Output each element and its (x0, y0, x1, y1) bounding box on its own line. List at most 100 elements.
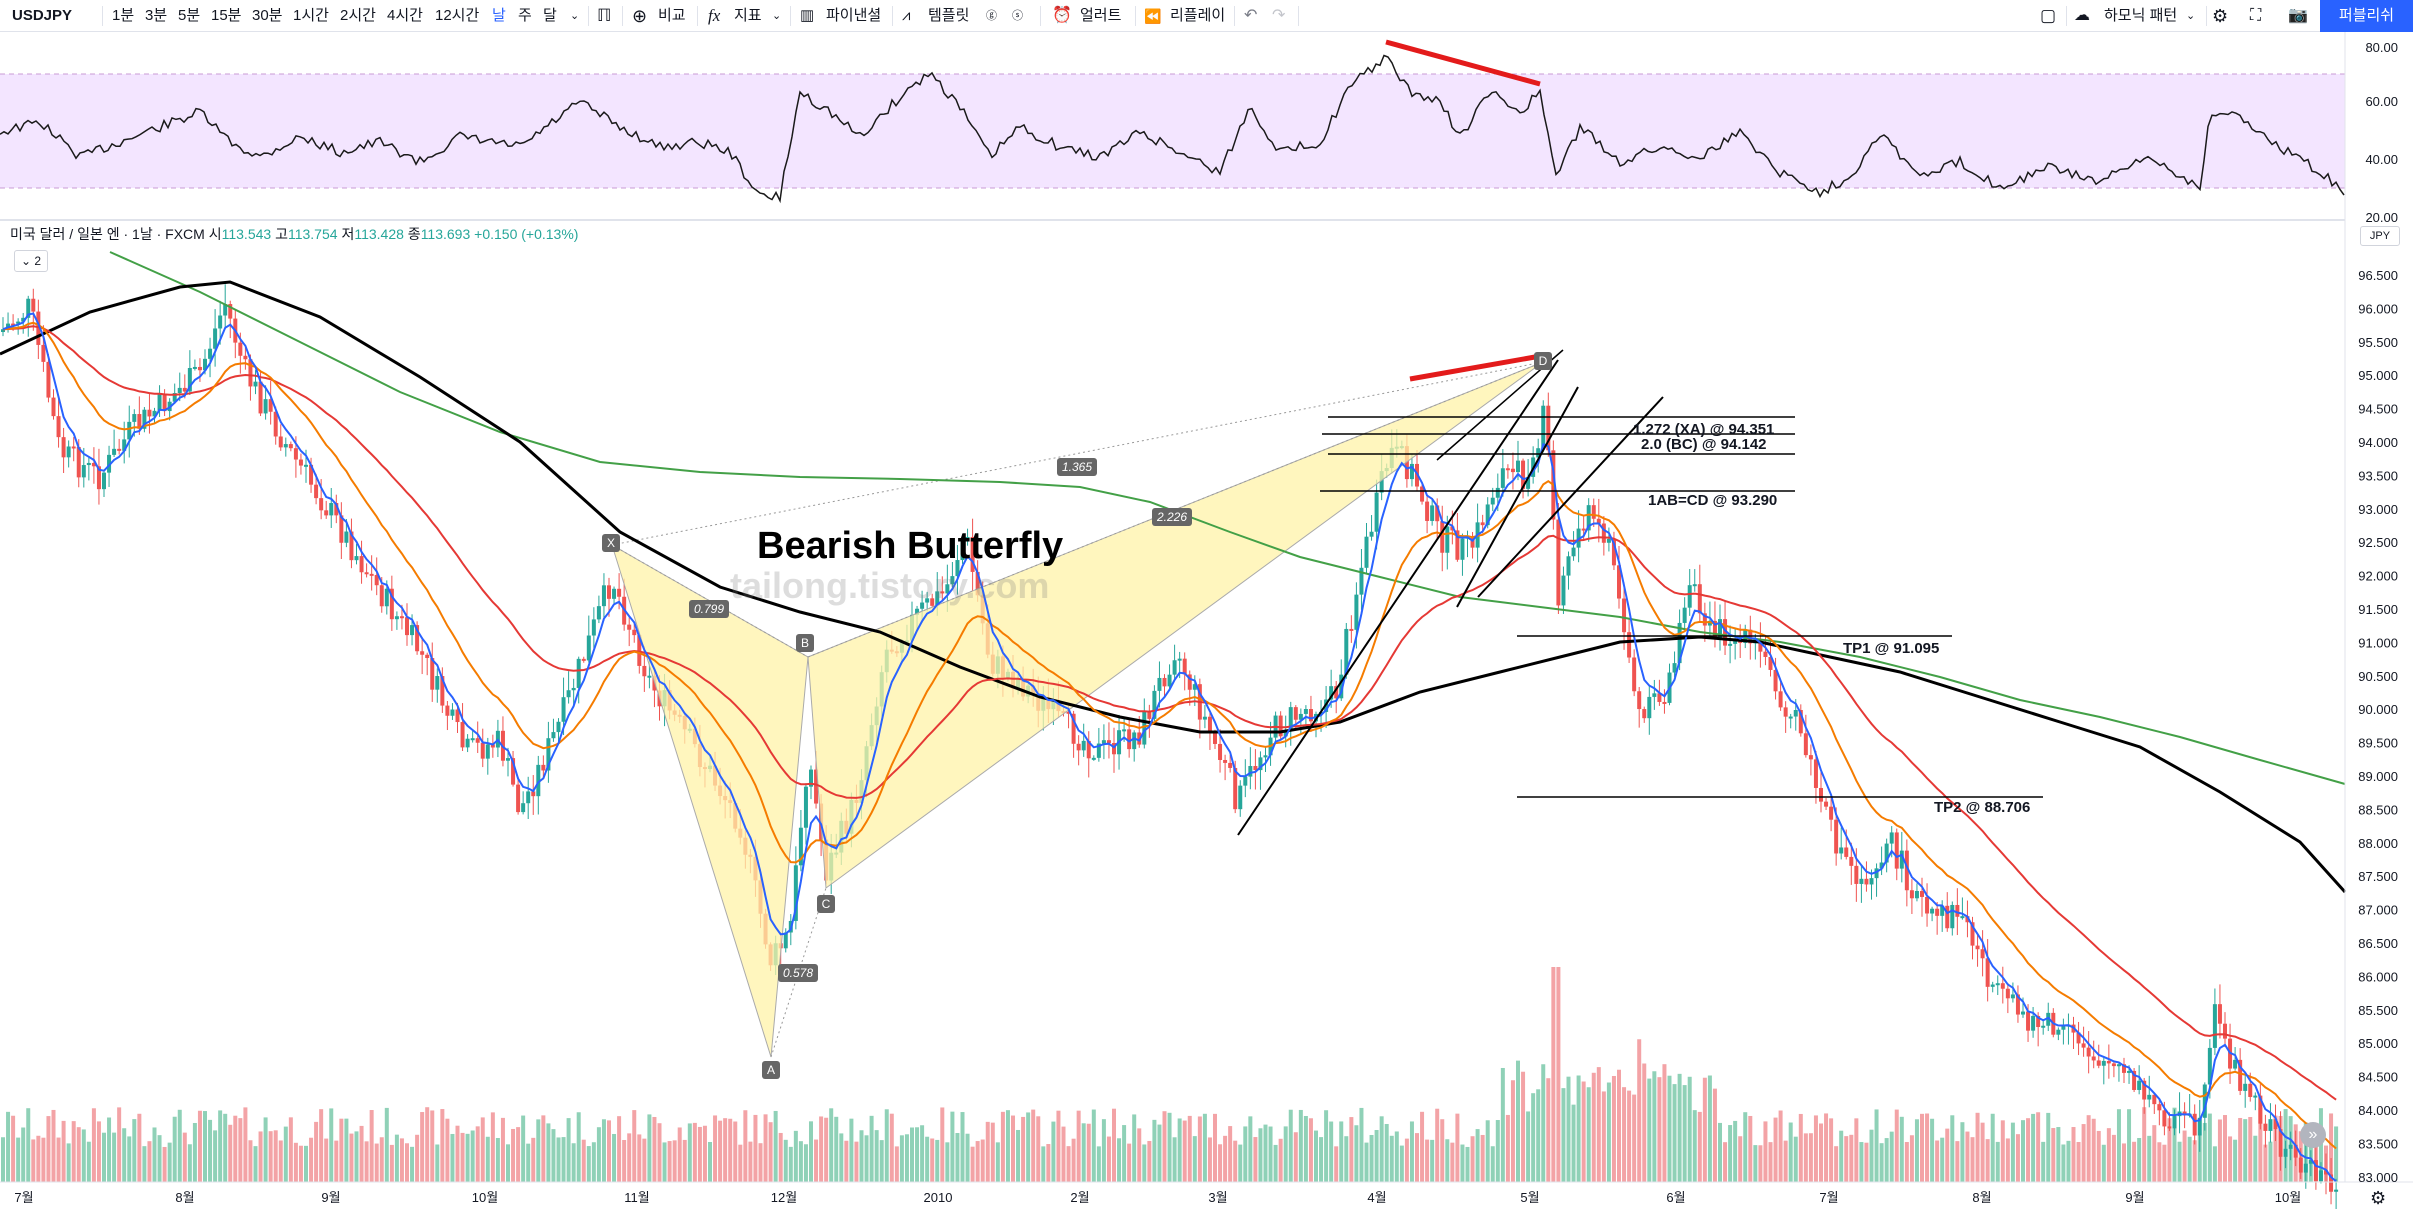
volume-bar (551, 1129, 556, 1182)
volume-bar (763, 1114, 768, 1182)
volume-bar (1213, 1113, 1217, 1182)
candle-body (2212, 1004, 2217, 1048)
candle-body (1096, 743, 1101, 758)
volume-bar (915, 1127, 920, 1182)
volume-bar (1268, 1126, 1273, 1182)
interval-1h[interactable]: 1시간 (293, 7, 329, 24)
interval-4h[interactable]: 4시간 (387, 7, 423, 24)
candle-body (1783, 707, 1788, 717)
interval-1m[interactable]: 1분 (112, 7, 135, 24)
time-axis[interactable]: 7월 8월 9월 10월 11월 12월 2010 2월 3월 4월 5월 6월 7월 8월 9월 10월 (14, 1190, 2301, 1205)
camera-icon[interactable]: 📷 (2288, 7, 2308, 24)
volume-bar (283, 1126, 288, 1182)
chevron-down-icon[interactable]: ⌄ (772, 10, 782, 22)
price-axis-label: 89.000 (2358, 769, 2398, 784)
toolbar-divider (2206, 6, 2207, 26)
indicators-button[interactable]: 지표 (734, 7, 762, 24)
harmonic-pattern-button[interactable]: 하모닉 패턴 (2104, 7, 2178, 24)
indicator-toggle[interactable]: ⌄ 2 (14, 250, 48, 272)
gear-icon[interactable]: ⚙ (2370, 1188, 2387, 1208)
legend-title[interactable]: 미국 달러 / 일본 엔 · 1날 · FXCM (10, 226, 205, 242)
volume-bar (733, 1121, 738, 1182)
volume-bar (187, 1144, 192, 1182)
scroll-to-latest-button[interactable]: » (2300, 1122, 2326, 1148)
volume-bar (783, 1139, 788, 1182)
financials-button[interactable]: 파이낸셜 (826, 7, 882, 24)
volume-bar (1117, 1138, 1122, 1182)
volume-bar (809, 1121, 813, 1182)
volume-bar (1611, 1075, 1616, 1182)
candle-body (1586, 505, 1591, 531)
financials-icon[interactable]: ▥ (800, 7, 815, 24)
templates-icon[interactable]: ⩘ (902, 7, 911, 24)
chevron-down-icon[interactable]: ⌄ (570, 10, 580, 22)
fullscreen-icon[interactable]: ⛶ (2250, 7, 2262, 24)
candle-body (1344, 628, 1349, 675)
volume-bar (1723, 1142, 1728, 1182)
candle-body (1374, 492, 1379, 532)
alerts-button[interactable]: 얼러트 (1080, 7, 1122, 24)
compare-button[interactable]: 비교 (658, 7, 686, 24)
volume-bar (677, 1127, 682, 1182)
volume-bar (258, 1131, 263, 1182)
volume-bar (1864, 1142, 1869, 1182)
interval-3m[interactable]: 3분 (145, 7, 168, 24)
interval-30m[interactable]: 30분 (252, 7, 283, 24)
rsi-pane (0, 39, 2345, 221)
volume-bar (1546, 1078, 1551, 1182)
price-axis[interactable]: 96.500 96.000 95.500 95.000 94.500 94.000 93.5… (2358, 268, 2398, 1185)
undo-icon[interactable]: ↶ (1244, 7, 1258, 24)
currency-badge[interactable]: JPY (2360, 226, 2400, 246)
candle-body (460, 722, 465, 748)
candle-body (283, 444, 288, 448)
interval-week[interactable]: 주 (518, 7, 532, 24)
templates-button[interactable]: 템플릿 (928, 7, 970, 24)
symbol-search[interactable]: USDJPY (12, 7, 73, 24)
candle-body (950, 576, 955, 585)
point-c-label: C (817, 895, 835, 913)
volume-bar (389, 1144, 394, 1182)
replay-button[interactable]: 리플레이 (1170, 7, 1226, 24)
candle-body (1990, 984, 1995, 987)
candle-body (1081, 740, 1086, 751)
volume-bar (829, 1108, 834, 1182)
volume-bar (1738, 1136, 1743, 1182)
rewind-icon[interactable]: ⏪ (1144, 8, 1162, 24)
gear-icon[interactable]: ⚙ (2212, 6, 2229, 26)
volume-bar (1914, 1119, 1919, 1182)
volume-bar (2192, 1140, 2197, 1182)
volume-bar (1445, 1139, 1450, 1182)
candle-body (268, 399, 273, 412)
candle-style-icon[interactable]: ℿ (597, 6, 612, 25)
rsi-axis[interactable]: 80.00 60.00 40.00 20.00 (2365, 40, 2398, 225)
price-axis-label: 91.000 (2358, 635, 2398, 650)
interval-2h[interactable]: 2시간 (340, 7, 376, 24)
template-slot-icon[interactable]: ⓖ (986, 10, 997, 22)
chevron-down-icon[interactable]: ⌄ (2186, 10, 2196, 22)
alarm-clock-icon[interactable]: ⏰ (1052, 7, 1072, 24)
template-slot-icon[interactable]: ⓢ (1012, 10, 1023, 22)
interval-15m[interactable]: 15분 (211, 7, 242, 24)
volume-bar (384, 1107, 389, 1182)
volume-bar (743, 1110, 748, 1182)
volume-bar (71, 1121, 76, 1182)
volume-bar (1793, 1136, 1798, 1182)
interval-day[interactable]: 날 (492, 7, 506, 24)
candle-body (2278, 1129, 2283, 1157)
candle-body (137, 414, 142, 429)
interval-5m[interactable]: 5분 (178, 7, 201, 24)
redo-icon[interactable]: ↷ (1272, 7, 1286, 24)
interval-12h[interactable]: 12시간 (435, 7, 480, 24)
candle-body (2273, 1119, 2278, 1130)
candle-body (2021, 1011, 2025, 1015)
publish-button[interactable]: 퍼블리쉬 (2320, 0, 2413, 32)
candle-body (1965, 916, 1970, 923)
function-icon[interactable]: fx (708, 6, 721, 25)
cloud-icon[interactable]: ☁ (2074, 7, 2090, 24)
plus-circle-icon[interactable]: ⊕ (632, 6, 648, 26)
interval-month[interactable]: 달 (543, 7, 557, 24)
layout-square-icon[interactable]: ▢ (2040, 6, 2057, 25)
candle-body (2081, 1043, 2086, 1048)
toolbar-divider (697, 6, 698, 26)
